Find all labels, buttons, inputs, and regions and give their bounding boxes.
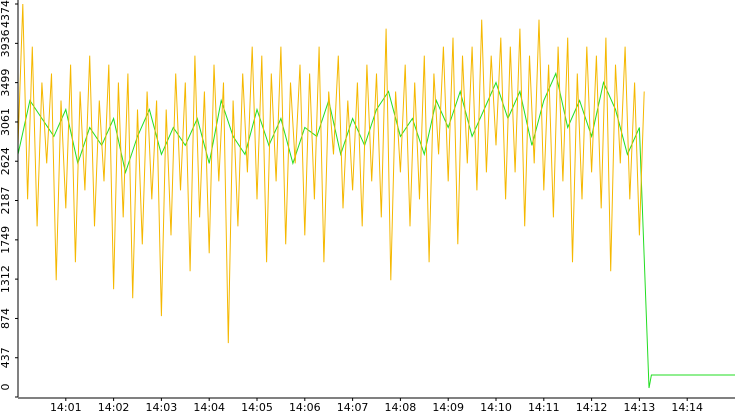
x-tick-label: 14:01 xyxy=(50,401,82,414)
y-tick-label: 1312 xyxy=(0,265,12,293)
y-tick-label: 2624 xyxy=(0,147,12,175)
x-tick-label: 14:10 xyxy=(480,401,512,414)
x-tick-label: 14:12 xyxy=(576,401,608,414)
series-line xyxy=(17,3,645,344)
y-tick-label: 874 xyxy=(0,308,12,329)
y-tick-label: 1749 xyxy=(0,226,12,254)
x-tick-label: 14:13 xyxy=(624,401,656,414)
x-tick-label: 14:04 xyxy=(193,401,225,414)
x-tick-label: 14:06 xyxy=(289,401,321,414)
y-tick-label: 4374 xyxy=(0,0,12,28)
y-tick-label: 437 xyxy=(0,347,12,368)
x-tick-label: 14:07 xyxy=(337,401,369,414)
x-tick-label: 14:11 xyxy=(528,401,560,414)
y-tick-label: 3936 xyxy=(0,29,12,57)
x-tick-label: 14:14 xyxy=(671,401,703,414)
y-tick-label: 0 xyxy=(0,384,12,391)
y-tick-label: 2187 xyxy=(0,187,12,215)
x-tick-label: 14:02 xyxy=(98,401,130,414)
x-tick-label: 14:03 xyxy=(146,401,178,414)
y-tick-label: 3499 xyxy=(0,69,12,97)
x-tick-label: 14:09 xyxy=(432,401,464,414)
y-tick-label: 3061 xyxy=(0,108,12,136)
x-tick-label: 14:05 xyxy=(241,401,273,414)
x-tick-label: 14:08 xyxy=(385,401,417,414)
